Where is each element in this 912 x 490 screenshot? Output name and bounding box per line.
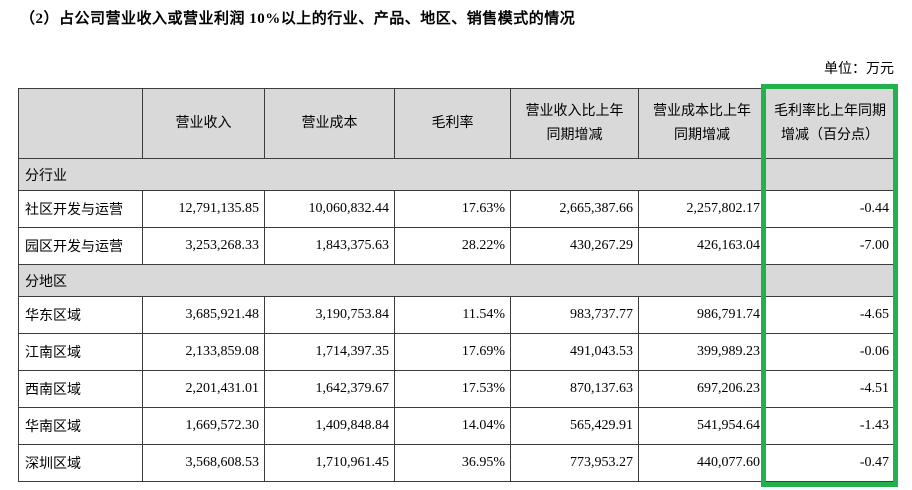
- header-cell-margin-yoy: 毛利率比上年同期增减（百分点）: [765, 88, 895, 159]
- cell-gross-margin: 28.22%: [394, 227, 511, 265]
- cell-revenue-yoy: 773,953.27: [510, 444, 639, 482]
- cell-cost: 1,714,397.35: [264, 333, 395, 371]
- row-label: 园区开发与运营: [18, 227, 143, 265]
- cell-cost: 3,190,753.84: [264, 296, 395, 334]
- table-row-jiangnan: 江南区域 2,133,859.08 1,714,397.35 17.69% 49…: [18, 333, 895, 371]
- row-label: 深圳区域: [18, 444, 143, 482]
- cell-revenue-yoy: 983,737.77: [510, 296, 639, 334]
- header-cell-gross-margin: 毛利率: [394, 88, 511, 159]
- cell-revenue-yoy: 565,429.91: [510, 407, 639, 445]
- cell-cost-yoy: 426,163.04: [638, 227, 766, 265]
- cell-cost-yoy: 541,954.64: [638, 407, 766, 445]
- section-label: 分行业: [18, 158, 895, 191]
- cell-revenue: 2,133,859.08: [142, 333, 265, 371]
- table-row-south-china: 华南区域 1,669,572.30 1,409,848.84 14.04% 56…: [18, 407, 895, 445]
- cell-revenue-yoy: 2,665,387.66: [510, 190, 639, 228]
- cell-cost-yoy: 986,791.74: [638, 296, 766, 334]
- header-row: 营业收入 营业成本 毛利率 营业收入比上年同期增减 营业成本比上年同期增减 毛利…: [18, 88, 895, 159]
- row-label: 江南区域: [18, 333, 143, 371]
- cell-cost: 1,710,961.45: [264, 444, 395, 482]
- section-row-by-industry: 分行业: [18, 158, 895, 191]
- cell-margin-yoy: -0.06: [765, 333, 895, 371]
- financial-table-container: 营业收入 营业成本 毛利率 营业收入比上年同期增减 营业成本比上年同期增减 毛利…: [18, 84, 898, 487]
- cell-margin-yoy: -7.00: [765, 227, 895, 265]
- cell-margin-yoy: -0.44: [765, 190, 895, 228]
- cell-cost: 1,843,375.63: [264, 227, 395, 265]
- cell-cost: 1,409,848.84: [264, 407, 395, 445]
- cell-gross-margin: 36.95%: [394, 444, 511, 482]
- cell-margin-yoy: -4.51: [765, 370, 895, 408]
- cell-revenue-yoy: 430,267.29: [510, 227, 639, 265]
- row-label: 社区开发与运营: [18, 190, 143, 228]
- cell-margin-yoy: -1.43: [765, 407, 895, 445]
- table-row-southwest: 西南区域 2,201,431.01 1,642,379.67 17.53% 87…: [18, 370, 895, 408]
- header-cell-cost: 营业成本: [264, 88, 395, 159]
- cell-cost-yoy: 2,257,802.17: [638, 190, 766, 228]
- cell-revenue: 3,685,921.48: [142, 296, 265, 334]
- cell-cost: 10,060,832.44: [264, 190, 395, 228]
- cell-gross-margin: 17.53%: [394, 370, 511, 408]
- cell-margin-yoy: -4.65: [765, 296, 895, 334]
- financial-table: 营业收入 营业成本 毛利率 营业收入比上年同期增减 营业成本比上年同期增减 毛利…: [18, 88, 895, 482]
- row-label: 华南区域: [18, 407, 143, 445]
- cell-gross-margin: 17.69%: [394, 333, 511, 371]
- cell-cost-yoy: 697,206.23: [638, 370, 766, 408]
- cell-gross-margin: 14.04%: [394, 407, 511, 445]
- cell-gross-margin: 17.63%: [394, 190, 511, 228]
- row-label: 西南区域: [18, 370, 143, 408]
- cell-margin-yoy: -0.47: [765, 444, 895, 482]
- cell-revenue: 1,669,572.30: [142, 407, 265, 445]
- header-cell-cost-yoy: 营业成本比上年同期增减: [638, 88, 766, 159]
- cell-cost-yoy: 440,077.60: [638, 444, 766, 482]
- header-cell-revenue-yoy: 营业收入比上年同期增减: [510, 88, 639, 159]
- cell-cost-yoy: 399,989.23: [638, 333, 766, 371]
- table-row-shenzhen: 深圳区域 3,568,608.53 1,710,961.45 36.95% 77…: [18, 444, 895, 482]
- table-row-community-dev: 社区开发与运营 12,791,135.85 10,060,832.44 17.6…: [18, 190, 895, 228]
- header-cell-revenue: 营业收入: [142, 88, 265, 159]
- cell-revenue: 3,568,608.53: [142, 444, 265, 482]
- row-label: 华东区域: [18, 296, 143, 334]
- cell-cost: 1,642,379.67: [264, 370, 395, 408]
- unit-label: 单位：万元: [824, 62, 894, 77]
- section-label: 分地区: [18, 264, 895, 297]
- section-row-by-region: 分地区: [18, 264, 895, 297]
- cell-revenue-yoy: 491,043.53: [510, 333, 639, 371]
- section-title: （2）占公司营业收入或营业利润 10%以上的行业、产品、地区、销售模式的情况: [20, 11, 576, 27]
- cell-revenue: 3,253,268.33: [142, 227, 265, 265]
- cell-revenue-yoy: 870,137.63: [510, 370, 639, 408]
- cell-revenue: 12,791,135.85: [142, 190, 265, 228]
- table-row-park-dev: 园区开发与运营 3,253,268.33 1,843,375.63 28.22%…: [18, 227, 895, 265]
- cell-gross-margin: 11.54%: [394, 296, 511, 334]
- cell-revenue: 2,201,431.01: [142, 370, 265, 408]
- header-cell-rowlabel: [18, 88, 143, 159]
- table-row-east-china: 华东区域 3,685,921.48 3,190,753.84 11.54% 98…: [18, 296, 895, 334]
